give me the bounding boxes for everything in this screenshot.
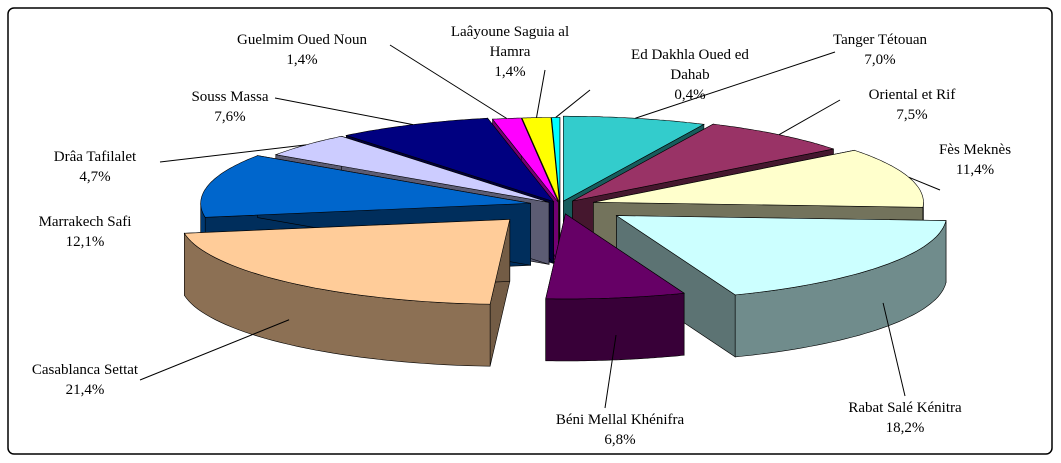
slice-value: 11,4% [955,162,995,178]
slice-value: 1,4% [494,64,526,80]
leader-line [604,335,617,409]
slice-name: Drâa Tafilalet [53,149,137,165]
data-label: Marrakech Safi 12,1% [39,212,132,252]
data-label: Casablanca Settat 21,4% [32,360,138,400]
data-label: Drâa Tafilalet 4,7% [54,147,136,187]
slice-top [200,155,531,218]
data-label: Oriental et Rif 7,5% [869,85,956,125]
slice-value: 7,6% [214,109,246,125]
slice [545,213,685,362]
slice-top [491,117,559,203]
data-label: Souss Massa 7,6% [191,87,268,127]
data-label: Laâyoune Saguia al Hamra 1,4% [435,22,585,82]
slice-top [545,213,685,300]
slice [615,215,947,358]
slice [183,219,511,367]
slice-side [545,292,685,362]
slice-name: Laâyoune Saguia al Hamra [450,24,570,60]
data-label: Béni Mellal Khénifra 6,8% [556,410,684,450]
leader-line [159,144,307,163]
slice-name: Souss Massa [191,89,269,105]
slice-value: 21,4% [65,382,105,398]
slice-name: Tanger Tétouan [832,32,928,48]
data-label: Tanger Tétouan 7,0% [833,30,927,70]
slice-value: 0,4% [674,87,706,103]
slice-value: 18,2% [885,420,925,436]
data-label: Rabat Salé Kénitra 18,2% [848,398,961,438]
leader-line [536,69,546,118]
leader-line [389,44,508,119]
slice-name: Béni Mellal Khénifra [555,412,685,428]
slice-value: 7,5% [896,107,928,123]
data-label: Guelmim Oued Noun 1,4% [237,30,367,70]
slice-value: 1,4% [286,52,318,68]
slice-top [274,135,550,203]
slice-top [345,117,555,203]
slice-value: 7,0% [864,52,896,68]
slice-name: Guelmim Oued Noun [237,32,367,48]
leader-line [778,99,841,136]
slice-top [183,219,511,305]
data-label: Ed Dakhla Oued ed Dahab 0,4% [615,45,765,105]
slice-top [615,215,947,296]
leader-line [908,176,941,191]
data-label: Fès Meknès 11,4% [939,140,1011,180]
slice-name: Rabat Salé Kénitra [848,400,962,416]
slice-name: Marrakech Safi [38,214,132,230]
leader-line [274,97,414,126]
slice-value: 6,8% [604,432,636,448]
slice-value: 12,1% [65,234,105,250]
leader-line [555,89,591,118]
slice-name: Ed Dakhla Oued ed Dahab [631,47,749,83]
slice-name: Fès Meknès [938,142,1012,158]
leader-line [635,51,836,119]
slice-name: Oriental et Rif [868,87,956,103]
leader-line [139,319,290,381]
leader-line [882,302,906,397]
slice-top [572,123,834,202]
slice-top [562,115,705,202]
slice-value: 4,7% [79,169,111,185]
slice-name: Casablanca Settat [31,362,139,378]
